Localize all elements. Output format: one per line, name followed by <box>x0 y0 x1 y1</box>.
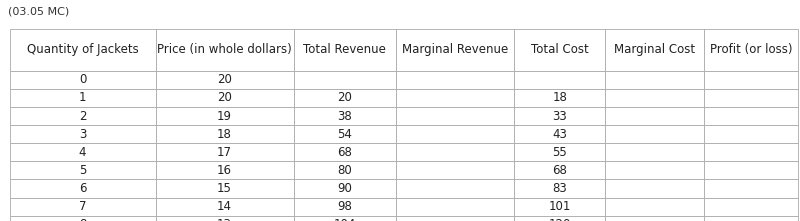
Text: 68: 68 <box>338 146 352 159</box>
Text: 20: 20 <box>338 91 352 104</box>
Text: 38: 38 <box>338 110 352 122</box>
Text: Profit (or loss): Profit (or loss) <box>710 43 792 56</box>
Text: 3: 3 <box>79 128 86 141</box>
Text: Marginal Cost: Marginal Cost <box>614 43 695 56</box>
Text: 20: 20 <box>217 73 232 86</box>
Text: 14: 14 <box>217 200 232 213</box>
Text: 19: 19 <box>217 110 232 122</box>
Text: 0: 0 <box>79 73 86 86</box>
Text: 18: 18 <box>217 128 232 141</box>
Text: 17: 17 <box>217 146 232 159</box>
Text: 83: 83 <box>553 182 567 195</box>
Text: 7: 7 <box>79 200 86 213</box>
Text: Quantity of Jackets: Quantity of Jackets <box>26 43 138 56</box>
Text: 68: 68 <box>552 164 567 177</box>
Text: 90: 90 <box>338 182 352 195</box>
Text: 104: 104 <box>334 218 356 221</box>
Text: 2: 2 <box>79 110 86 122</box>
Text: 4: 4 <box>79 146 86 159</box>
Text: 18: 18 <box>552 91 567 104</box>
Text: 8: 8 <box>79 218 86 221</box>
Text: 98: 98 <box>338 200 352 213</box>
Text: 101: 101 <box>549 200 571 213</box>
Text: 15: 15 <box>217 182 232 195</box>
Text: 16: 16 <box>217 164 232 177</box>
Text: Total Revenue: Total Revenue <box>303 43 386 56</box>
Text: 13: 13 <box>217 218 232 221</box>
Text: 6: 6 <box>79 182 86 195</box>
Text: 33: 33 <box>553 110 567 122</box>
Text: Price (in whole dollars): Price (in whole dollars) <box>157 43 292 56</box>
Text: 5: 5 <box>79 164 86 177</box>
Text: (03.05 MC): (03.05 MC) <box>8 7 70 17</box>
Text: 1: 1 <box>79 91 86 104</box>
Text: 43: 43 <box>552 128 567 141</box>
Text: Total Cost: Total Cost <box>531 43 589 56</box>
Text: Marginal Revenue: Marginal Revenue <box>402 43 508 56</box>
Text: 55: 55 <box>553 146 567 159</box>
Text: 54: 54 <box>338 128 352 141</box>
Text: 20: 20 <box>217 91 232 104</box>
Text: 80: 80 <box>338 164 352 177</box>
Text: 120: 120 <box>549 218 571 221</box>
